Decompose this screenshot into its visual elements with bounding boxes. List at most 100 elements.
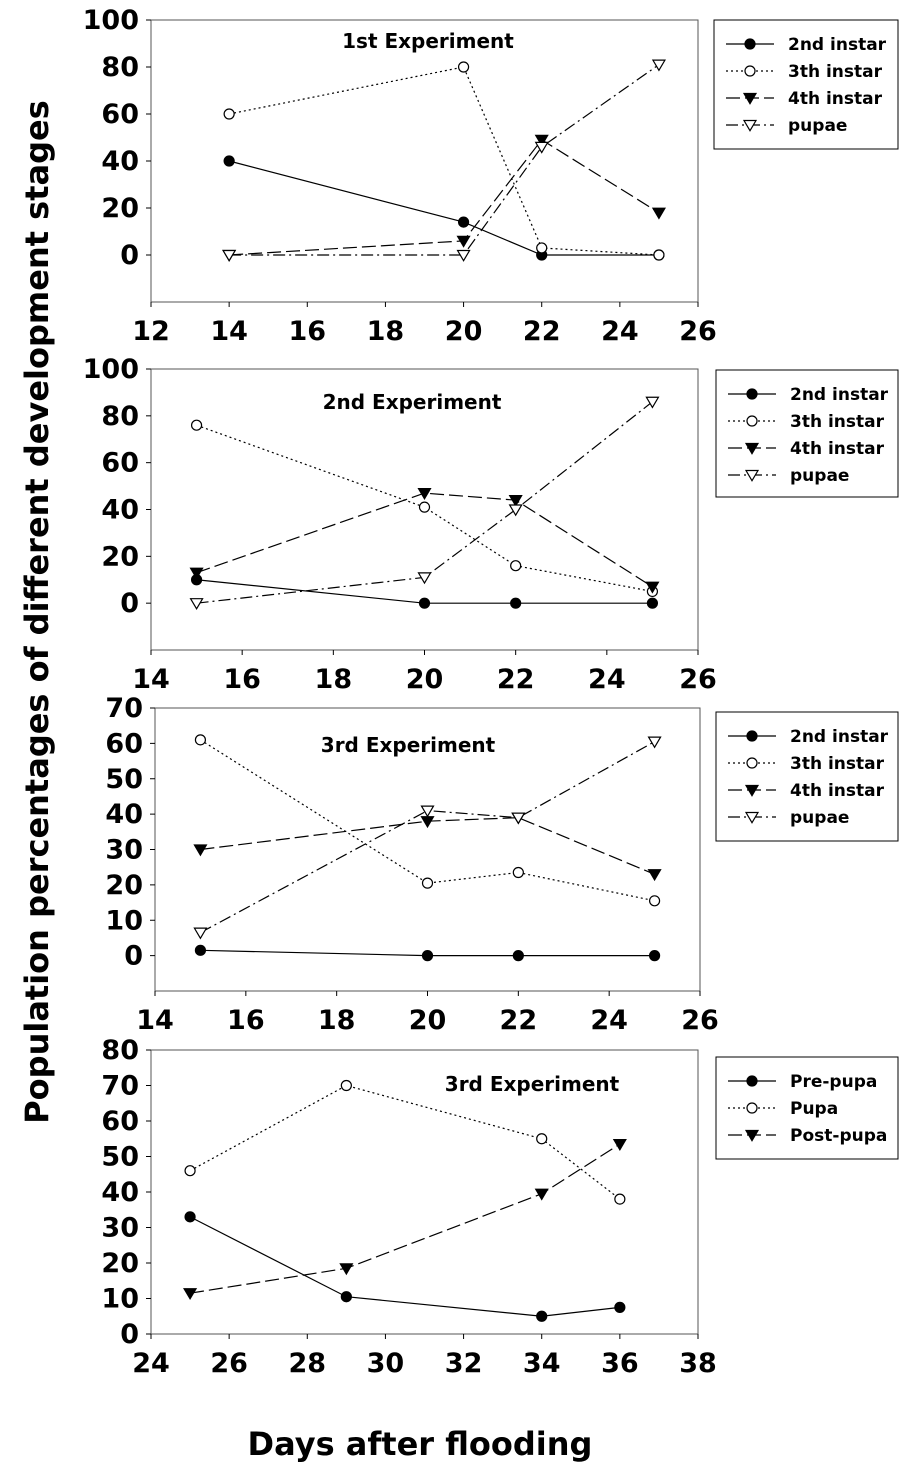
y-tick-label: 40: [101, 495, 139, 526]
series-line: [196, 492, 653, 588]
legend-swatch-marker: [746, 1075, 758, 1087]
data-point: [193, 927, 208, 940]
data-point: [614, 1301, 626, 1313]
data-point: [183, 1288, 198, 1301]
data-point: [184, 1165, 196, 1177]
data-point: [223, 155, 235, 167]
y-tick-label: 40: [105, 799, 143, 830]
data-point: [340, 1291, 352, 1303]
panel-title: 3rd Experiment: [321, 733, 496, 757]
legend-swatch-marker: [746, 415, 758, 427]
data-point: [189, 598, 204, 611]
y-axis-label: Population percentages of different deve…: [18, 100, 56, 1124]
data-point: [534, 141, 549, 154]
y-tick-label: 20: [101, 1248, 139, 1279]
y-tick-label: 50: [105, 764, 143, 795]
legend-swatch-marker: [744, 65, 756, 77]
x-tick-label: 16: [288, 316, 326, 347]
x-tick-label: 26: [679, 316, 717, 347]
data-point: [510, 560, 522, 572]
legend: 2nd instar 3th instar 4th instar pupae: [715, 711, 899, 842]
data-point: [512, 950, 524, 962]
x-tick-label: 24: [590, 1005, 628, 1036]
legend-label: 3th instar: [790, 412, 885, 432]
y-tick-label: 50: [101, 1142, 139, 1173]
series-line: [200, 949, 655, 957]
data-point: [194, 734, 207, 746]
data-point: [190, 419, 203, 431]
x-tick-label: 14: [136, 1005, 174, 1036]
x-tick-label: 14: [132, 664, 170, 695]
data-point: [421, 950, 434, 962]
legend-label: 3th instar: [790, 754, 885, 774]
data-point: [536, 1133, 548, 1145]
legend: Pre-pupa Pupa Post-pupa: [715, 1056, 899, 1160]
data-point: [648, 950, 661, 962]
y-tick-label: 60: [101, 1106, 139, 1137]
x-tick-label: 24: [132, 1348, 170, 1379]
data-point: [511, 812, 526, 825]
legend-swatch-marker: [744, 1129, 760, 1142]
x-tick-label: 20: [409, 1005, 447, 1036]
y-tick-label: 0: [124, 941, 143, 972]
x-tick-label: 16: [227, 1005, 265, 1036]
x-tick-label: 22: [500, 1005, 538, 1036]
x-tick-label: 34: [523, 1348, 561, 1379]
series-line: [196, 424, 653, 593]
y-tick-label: 80: [101, 1035, 139, 1066]
data-point: [457, 216, 470, 228]
x-tick-label: 24: [588, 664, 626, 695]
chart-panel-2: 0 20 40 60 80 100 14 16 18 20 22 24 26 2nd Experiment…: [83, 354, 899, 695]
x-tick-label: 24: [601, 316, 639, 347]
legend-swatch-marker: [744, 38, 756, 50]
series-line: [228, 160, 659, 256]
data-point: [651, 207, 666, 220]
legend-box: [713, 19, 899, 150]
y-tick-label: 100: [83, 5, 139, 36]
legend-label: 4th instar: [790, 781, 885, 801]
legend-swatch-marker: [742, 119, 758, 132]
series-line: [189, 1216, 620, 1317]
x-tick-label: 20: [406, 664, 444, 695]
legend-label: Pre-pupa: [790, 1072, 877, 1092]
legend-box: [715, 711, 899, 842]
y-tick-label: 20: [101, 193, 139, 224]
panel-title: 3rd Experiment: [445, 1072, 620, 1096]
y-tick-label: 70: [101, 1071, 139, 1102]
data-point: [534, 1188, 549, 1201]
legend-swatch-marker: [744, 784, 760, 797]
y-tick-label: 10: [101, 1284, 139, 1315]
series-line: [200, 741, 655, 934]
x-tick-label: 32: [445, 1348, 483, 1379]
legend-label: 2nd instar: [790, 727, 889, 747]
chart-panel-1: 0 20 40 60 80 100 12 14 16 18 20 22 24 26 1st Experime…: [83, 5, 899, 347]
legend: 2nd instar 3th instar 4th instar pupae: [713, 19, 899, 150]
y-tick-label: 40: [101, 146, 139, 177]
legend-label: 2nd instar: [788, 35, 887, 55]
legend-swatch-marker: [746, 1102, 758, 1114]
y-tick-label: 100: [83, 354, 139, 385]
data-point: [647, 869, 662, 882]
y-tick-label: 30: [101, 1213, 139, 1244]
data-point: [508, 495, 523, 508]
data-point: [417, 572, 432, 585]
legend-label: 2nd instar: [790, 385, 889, 405]
legend-label: 3th instar: [788, 62, 883, 82]
series-line: [189, 1143, 621, 1294]
x-axis-label: Days after flooding: [248, 1425, 593, 1463]
data-point: [510, 597, 522, 609]
x-tick-label: 36: [601, 1348, 639, 1379]
data-point: [536, 242, 548, 254]
x-tick-label: 12: [132, 316, 170, 347]
data-point: [645, 396, 660, 409]
data-point: [645, 581, 660, 594]
legend-swatch-marker: [742, 92, 758, 105]
x-tick-label: 14: [210, 316, 248, 347]
data-point: [223, 108, 235, 120]
x-tick-label: 16: [223, 664, 261, 695]
data-point: [457, 61, 470, 73]
data-point: [340, 1079, 352, 1092]
y-tick-label: 60: [101, 448, 139, 479]
